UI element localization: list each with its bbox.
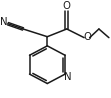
Text: N: N: [0, 17, 7, 27]
Text: O: O: [63, 1, 71, 11]
Text: O: O: [83, 32, 91, 42]
Text: N: N: [64, 72, 72, 82]
